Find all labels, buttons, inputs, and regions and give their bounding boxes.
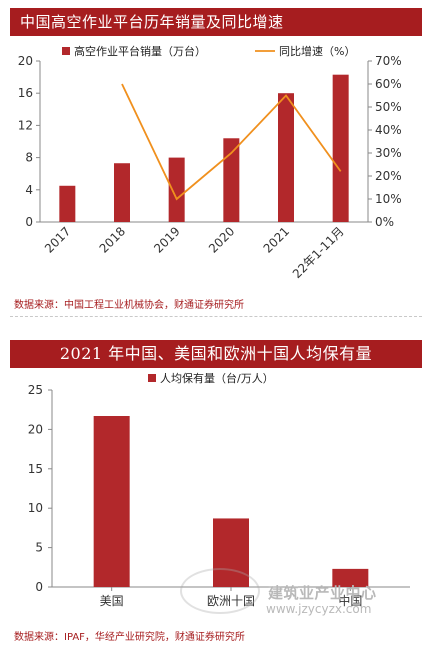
right-tick-label: 30%	[375, 146, 402, 160]
bar	[278, 93, 294, 222]
left-tick-label: 16	[18, 86, 33, 100]
bar	[59, 185, 76, 222]
legend-label: 人均保有量（台/万人）	[160, 371, 274, 385]
x-tick-label: 2020	[206, 224, 237, 255]
legend-label-bar: 高空作业平台销量（万台）	[74, 44, 206, 58]
x-tick-label: 22年1-11月	[290, 224, 347, 281]
left-tick-label: 20	[18, 54, 33, 68]
y-tick-label: 15	[28, 462, 43, 476]
x-tick-label: 2018	[97, 224, 128, 255]
y-tick-label: 25	[28, 383, 43, 397]
y-tick-label: 10	[28, 501, 43, 515]
divider	[10, 316, 422, 317]
x-tick-label: 中国	[338, 593, 362, 608]
chart2-title: 2021 年中国、美国和欧洲十国人均保有量	[10, 340, 422, 368]
bar	[168, 157, 185, 222]
y-tick-label: 5	[35, 541, 43, 555]
right-tick-label: 10%	[375, 192, 402, 206]
watermark-url: www.jzycyzx.com	[266, 602, 372, 616]
left-tick-label: 4	[25, 183, 33, 197]
chart1-title: 中国高空作业平台历年销量及同比增速	[10, 8, 422, 36]
growth-line	[121, 83, 342, 201]
right-tick-label: 20%	[375, 169, 402, 183]
x-tick-label: 2017	[42, 224, 73, 255]
y-tick-label: 0	[35, 580, 43, 594]
bar	[223, 138, 240, 222]
right-tick-label: 0%	[375, 215, 394, 229]
right-tick-label: 50%	[375, 100, 402, 114]
legend-swatch-bar	[62, 47, 70, 55]
legend-label-line: 同比增速（%）	[279, 44, 355, 58]
watermark-seal	[180, 568, 260, 614]
y-tick-label: 20	[28, 422, 43, 436]
right-tick-label: 40%	[375, 123, 402, 137]
right-tick-label: 60%	[375, 77, 402, 91]
right-tick-label: 70%	[375, 54, 402, 68]
bar	[114, 163, 130, 222]
legend-swatch	[148, 374, 156, 382]
x-tick-label: 2021	[261, 224, 292, 255]
chart2-source: 数据来源：IPAF，华经产业研究院，财通证券研究所	[14, 632, 245, 643]
x-tick-label: 2019	[151, 224, 182, 255]
bar	[93, 416, 130, 587]
chart1-svg: 0 4 8 12 16 20 0% 10% 20% 30% 40% 50% 60% 70% 2017 2018…	[18, 44, 402, 281]
left-tick-label: 12	[18, 118, 33, 132]
left-tick-label: 0	[25, 215, 33, 229]
watermark-text: 建筑业产业中心	[268, 584, 377, 602]
chart1-source: 数据来源：中国工程工业机械协会，财通证券研究所	[14, 300, 244, 311]
x-tick-label: 美国	[100, 594, 124, 608]
left-tick-label: 8	[25, 151, 33, 165]
bar	[332, 74, 349, 222]
bar	[332, 568, 369, 587]
